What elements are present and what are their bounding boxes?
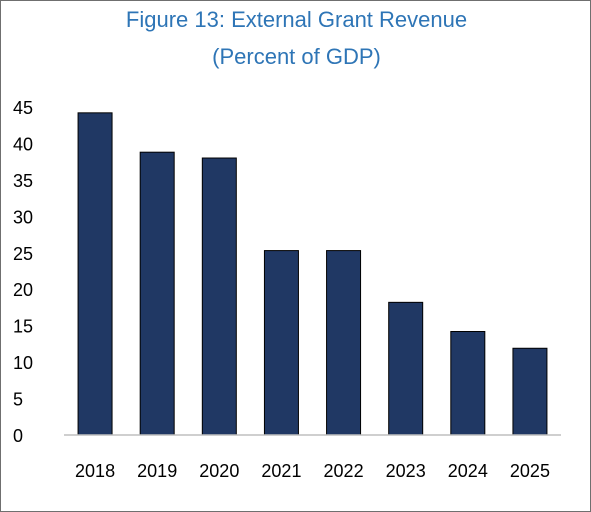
bar (77, 112, 113, 436)
x-tick-label: 2024 (448, 461, 488, 481)
x-tick-label: 2018 (75, 461, 115, 481)
chart-title: Figure 13: External Grant Revenue (125, 7, 468, 32)
x-tick-label: 2021 (261, 461, 301, 481)
y-tick-label: 5 (13, 390, 23, 410)
y-tick-label: 40 (13, 134, 33, 154)
y-tick-label: 25 (13, 244, 33, 264)
y-tick-label: 20 (13, 280, 33, 300)
bar (326, 250, 362, 436)
x-tick-label: 2020 (199, 461, 239, 481)
y-tick-label: 35 (13, 171, 33, 191)
bar (450, 330, 486, 436)
y-tick-label: 0 (13, 426, 23, 446)
y-tick-label: 15 (13, 317, 33, 337)
x-tick-label: 2022 (324, 461, 364, 481)
y-tick-label: 30 (13, 207, 33, 227)
y-tick-label: 10 (13, 353, 33, 373)
bar (263, 250, 299, 436)
y-tick-label: 45 (13, 98, 33, 118)
bar (139, 151, 175, 436)
x-tick-label: 2023 (386, 461, 426, 481)
bar (388, 301, 424, 436)
x-tick-label: 2025 (510, 461, 550, 481)
bar (201, 157, 237, 436)
bar (512, 347, 548, 436)
chart-subtitle: (Percent of GDP) (212, 44, 381, 69)
x-tick-label: 2019 (137, 461, 177, 481)
